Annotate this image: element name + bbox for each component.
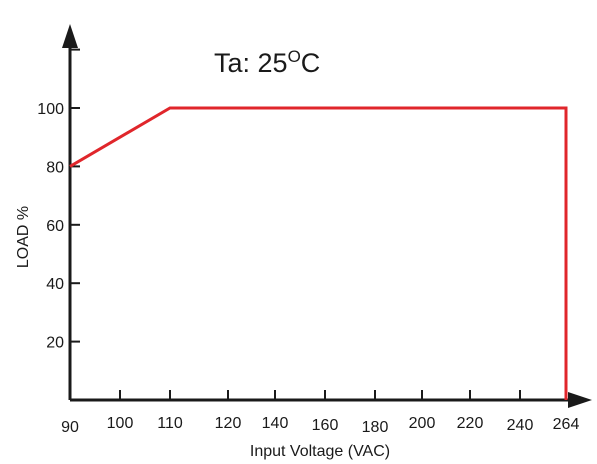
y-tick-label: 40	[46, 276, 64, 293]
y-tick-label: 80	[46, 159, 64, 176]
x-axis-label: Input Voltage (VAC)	[250, 443, 390, 460]
x-tick-label: 140	[262, 415, 289, 432]
x-tick-label: 160	[312, 417, 339, 434]
y-axis-ticks: 20 40 60 80 100	[37, 48, 80, 352]
series-group	[69, 106, 568, 400]
derating-curve	[69, 106, 568, 400]
y-axis-label: LOAD %	[15, 206, 32, 268]
axes	[62, 24, 592, 408]
x-tick-label: 220	[457, 415, 484, 432]
y-axis-arrow	[62, 24, 78, 48]
y-tick-label: 20	[46, 335, 64, 352]
y-tick-label: 60	[46, 218, 64, 235]
x-tick-label: 200	[409, 415, 436, 432]
x-tick-label: 110	[157, 415, 183, 432]
x-tick-label: 180	[362, 419, 389, 436]
chart-title: Ta: 25OC	[214, 47, 320, 78]
x-tick-label: 120	[215, 415, 242, 432]
y-tick-label: 100	[37, 101, 64, 118]
x-axis-ticks: 90 100 110 120 140 160 180 200 220 240 264	[61, 390, 579, 436]
x-tick-label: 90	[61, 419, 79, 436]
x-tick-label: 264	[553, 416, 580, 433]
x-tick-label: 240	[507, 417, 534, 434]
x-tick-label: 100	[107, 415, 134, 432]
x-axis-arrow	[568, 392, 592, 408]
